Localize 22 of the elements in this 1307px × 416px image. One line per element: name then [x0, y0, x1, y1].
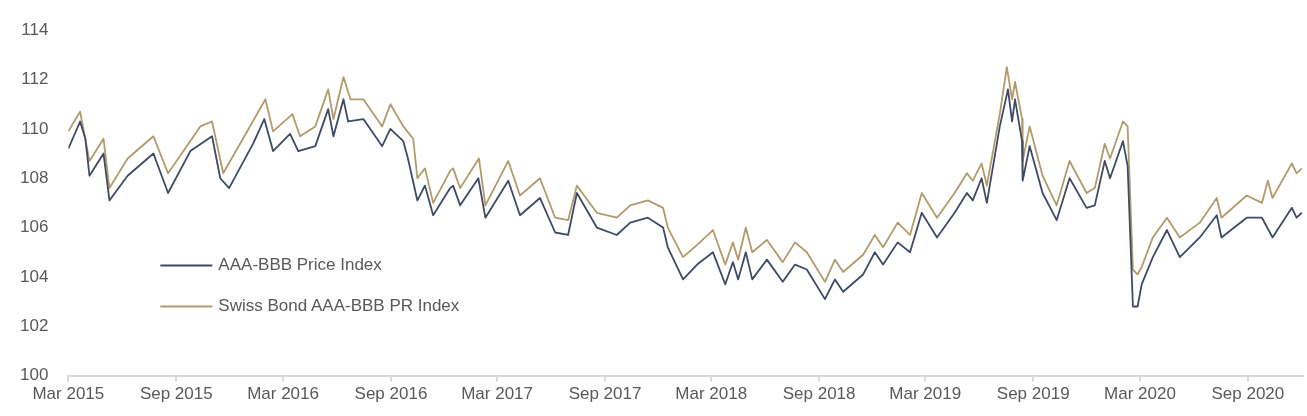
x-tick-label: Sep 2017: [568, 384, 642, 404]
x-tick-label: Mar 2017: [461, 384, 534, 404]
x-tick-label: Sep 2016: [354, 384, 428, 404]
y-tick-label: 114: [21, 19, 49, 39]
x-tick-label: Sep 2019: [996, 384, 1070, 404]
y-tick-label: 110: [21, 118, 49, 138]
x-tick-label: Mar 2018: [675, 384, 748, 404]
x-tick-label: Mar 2016: [247, 384, 319, 404]
y-tick-label: 112: [21, 69, 49, 89]
y-tick-label: 100: [19, 365, 49, 385]
x-tick-label: Mar 2015: [32, 384, 105, 404]
y-tick-label: 106: [19, 217, 49, 237]
x-tick-label: Sep 2018: [782, 384, 856, 404]
x-tick-label: Sep 2020: [1211, 384, 1285, 404]
legend-label: Swiss Bond AAA-BBB PR Index: [218, 296, 460, 316]
x-tick-label: Sep 2015: [139, 384, 213, 404]
x-tick-label: Mar 2020: [1104, 384, 1176, 404]
y-tick-label: 102: [19, 315, 49, 335]
y-tick-label: 108: [19, 167, 49, 187]
x-tick-label: Mar 2019: [889, 384, 962, 404]
legend-label: AAA-BBB Price Index: [218, 255, 383, 275]
y-tick-label: 104: [19, 266, 49, 286]
